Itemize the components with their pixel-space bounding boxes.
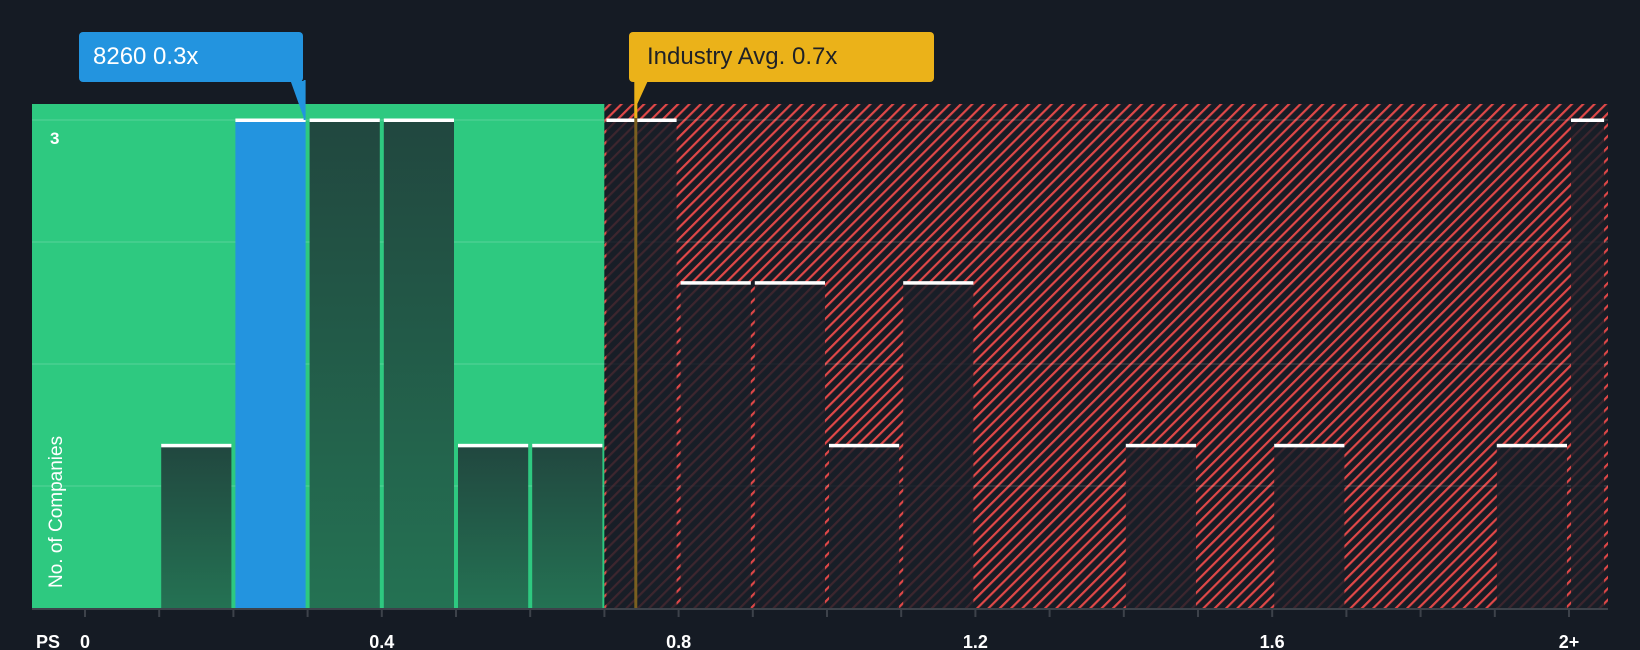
histogram-bar — [1125, 445, 1196, 608]
y-tick-label: 3 — [50, 129, 59, 148]
callout-pointers — [290, 80, 648, 120]
axis-baseline — [32, 608, 1608, 610]
industry-average-marker — [634, 104, 638, 608]
histogram-bar — [161, 445, 232, 608]
industry-average-callout: Industry Avg. 0.7x — [629, 32, 934, 82]
axis-tick — [1271, 609, 1274, 617]
x-tick-label: 1.2 — [963, 632, 988, 650]
industry-average-label: Industry Avg. 0.7x — [647, 43, 838, 70]
axis-tick — [1197, 609, 1199, 617]
axis-tick — [1493, 609, 1496, 617]
axis-tick — [306, 609, 309, 617]
company-pointer-line — [303, 80, 306, 120]
x-axis — [32, 608, 1608, 617]
histogram-bar — [1496, 445, 1567, 608]
bar-top-cap — [235, 118, 306, 122]
x-tick-labels: 0 0.4 0.8 1.2 1.6 2+ — [80, 632, 1579, 650]
bar-top-cap — [606, 118, 677, 122]
axis-tick — [232, 609, 235, 617]
x-tick-label: 0 — [80, 632, 90, 650]
axis-tick — [603, 609, 606, 617]
bar-top-cap — [1274, 443, 1345, 448]
histogram-bar — [903, 282, 974, 608]
histogram-bar — [458, 445, 529, 608]
axis-tick — [974, 609, 977, 617]
axis-tick — [1345, 609, 1348, 617]
bar-top-cap — [383, 118, 454, 122]
axis-tick — [1122, 609, 1125, 617]
axis-tick — [1048, 609, 1051, 617]
axis-tick — [529, 609, 532, 617]
x-tick-label: 0.4 — [369, 632, 394, 650]
histogram-bar — [680, 282, 751, 608]
company-callout-pointer — [290, 81, 305, 120]
x-tick-label: 2+ — [1559, 632, 1580, 650]
axis-tick — [380, 609, 383, 617]
histogram-bar — [754, 282, 825, 608]
bar-top-cap — [532, 443, 603, 448]
x-tick-label: 1.6 — [1260, 632, 1285, 650]
bar-top-cap — [1125, 443, 1196, 448]
company-ps-label: 8260 0.3x — [93, 43, 199, 70]
histogram-bar — [235, 120, 306, 608]
axis-tick — [84, 609, 86, 617]
histogram-bar — [1274, 445, 1345, 608]
bar-top-cap — [1571, 118, 1605, 122]
bar-top-cap — [458, 443, 529, 448]
industry-callout-pointer — [634, 81, 648, 118]
axis-tick — [826, 609, 828, 617]
bar-top-cap — [680, 281, 751, 285]
histogram-bar — [829, 445, 900, 608]
histogram-bar — [309, 120, 380, 608]
x-axis-title: PS — [36, 632, 60, 650]
y-axis-label: No. of Companies — [46, 436, 67, 588]
bar-top-cap — [903, 281, 974, 285]
industry-average-line — [634, 104, 638, 608]
axis-tick — [751, 609, 754, 617]
axis-tick — [1568, 609, 1570, 617]
x-tick-label: 0.8 — [666, 632, 691, 650]
bar-top-cap — [754, 281, 825, 285]
histogram-bar — [383, 120, 454, 608]
histogram-bars — [161, 118, 1605, 608]
axis-tick — [455, 609, 457, 617]
histogram-bar — [606, 120, 677, 608]
axis-tick — [1419, 609, 1422, 617]
bar-top-cap — [161, 443, 232, 448]
histogram-bar — [532, 445, 603, 608]
bar-top-cap — [309, 118, 380, 122]
company-ps-callout: 8260 0.3x — [79, 32, 303, 82]
histogram-bar — [1571, 120, 1605, 608]
axis-tick — [677, 609, 680, 617]
bar-top-cap — [829, 443, 900, 448]
bar-top-cap — [1496, 443, 1567, 448]
axis-tick — [158, 609, 161, 617]
axis-tick — [900, 609, 903, 617]
